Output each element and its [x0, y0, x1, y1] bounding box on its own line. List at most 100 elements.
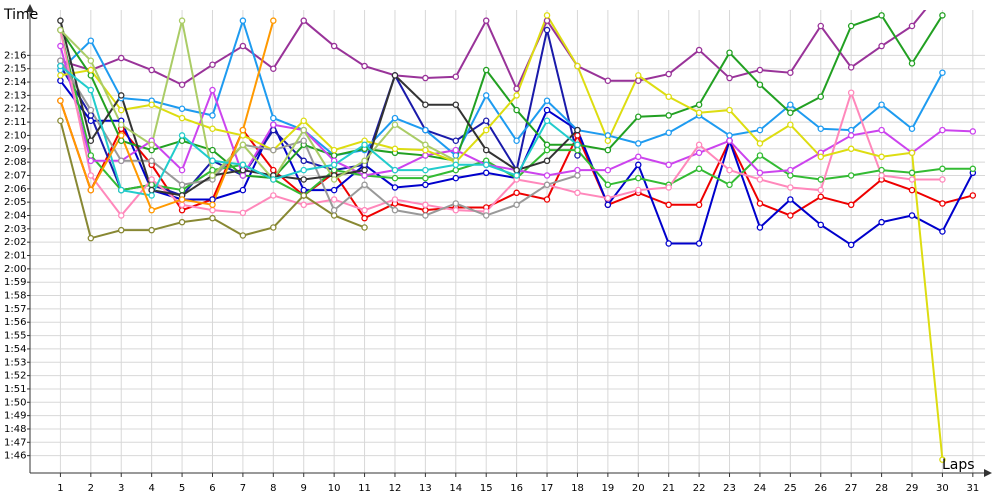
point: [361, 181, 368, 189]
y-tick-label: 1:58: [4, 291, 26, 302]
y-tick-label: 1:50: [4, 397, 26, 408]
point: [87, 57, 95, 64]
point: [908, 176, 916, 183]
point: [422, 181, 429, 189]
point: [939, 12, 946, 19]
point: [148, 186, 155, 194]
y-tick-label: 1:53: [4, 357, 26, 368]
point: [209, 172, 216, 179]
y-tick-label: 1:57: [4, 304, 26, 315]
point: [726, 137, 733, 145]
point: [908, 22, 916, 30]
point: [878, 153, 885, 161]
point: [908, 149, 916, 157]
point: [117, 132, 125, 139]
point: [726, 49, 733, 56]
point: [635, 77, 642, 84]
point: [178, 206, 186, 214]
point: [482, 161, 490, 169]
point: [239, 132, 247, 139]
point: [574, 132, 581, 139]
point: [482, 117, 490, 124]
point: [270, 65, 277, 72]
point: [604, 137, 612, 145]
point: [847, 126, 855, 134]
x-tick-label: 7: [240, 483, 246, 494]
point: [513, 137, 520, 145]
point: [361, 62, 368, 70]
point: [239, 17, 247, 24]
point: [543, 157, 551, 165]
point: [361, 214, 368, 222]
point: [178, 81, 186, 88]
point: [787, 109, 794, 116]
point: [178, 114, 186, 122]
point: [939, 228, 946, 235]
point: [391, 166, 399, 174]
y-tick-label: 1:51: [4, 384, 26, 395]
point: [361, 224, 368, 231]
point: [270, 121, 277, 128]
point: [695, 109, 703, 116]
point: [695, 165, 703, 173]
point: [847, 64, 855, 71]
x-axis-title: Laps: [942, 457, 975, 473]
point: [574, 166, 581, 174]
point: [878, 42, 885, 50]
x-tick-label: 3: [118, 483, 124, 494]
point: [635, 113, 642, 120]
point: [604, 146, 612, 154]
point: [574, 189, 581, 197]
x-tick-label: 13: [419, 483, 432, 494]
point: [148, 66, 155, 74]
point: [817, 22, 825, 30]
point: [87, 112, 95, 119]
point: [543, 146, 551, 154]
point: [209, 146, 216, 154]
point: [543, 172, 551, 179]
y-tick-label: 2:05: [4, 197, 26, 208]
point: [178, 196, 186, 203]
point: [239, 161, 247, 169]
point: [270, 166, 277, 174]
point: [178, 186, 186, 194]
point: [330, 166, 338, 174]
point: [57, 77, 64, 84]
point: [878, 218, 885, 226]
point: [513, 172, 520, 179]
point: [270, 17, 277, 24]
point: [87, 86, 95, 94]
point: [604, 194, 612, 202]
point: [452, 206, 460, 214]
point: [482, 212, 490, 219]
point: [117, 212, 125, 219]
point: [117, 121, 125, 128]
point: [513, 189, 520, 197]
y-tick-label: 2:09: [4, 144, 26, 155]
point: [513, 201, 520, 209]
point: [452, 73, 460, 80]
x-tick-label: 10: [328, 483, 341, 494]
point: [756, 176, 764, 183]
point: [939, 69, 946, 76]
point: [908, 125, 916, 133]
point: [543, 12, 551, 19]
point: [117, 106, 125, 114]
point: [422, 152, 429, 159]
point: [908, 60, 916, 67]
point: [330, 42, 338, 50]
point: [209, 206, 216, 214]
series-line: [60, 13, 944, 460]
point: [939, 165, 946, 173]
point: [452, 146, 460, 154]
point: [574, 126, 581, 134]
point: [361, 172, 368, 179]
x-tick-label: 28: [875, 483, 888, 494]
y-tick-label: 2:03: [4, 224, 26, 235]
x-tick-label: 15: [480, 483, 493, 494]
point: [665, 240, 672, 247]
point: [330, 161, 338, 169]
point: [391, 206, 399, 214]
point: [270, 126, 277, 134]
